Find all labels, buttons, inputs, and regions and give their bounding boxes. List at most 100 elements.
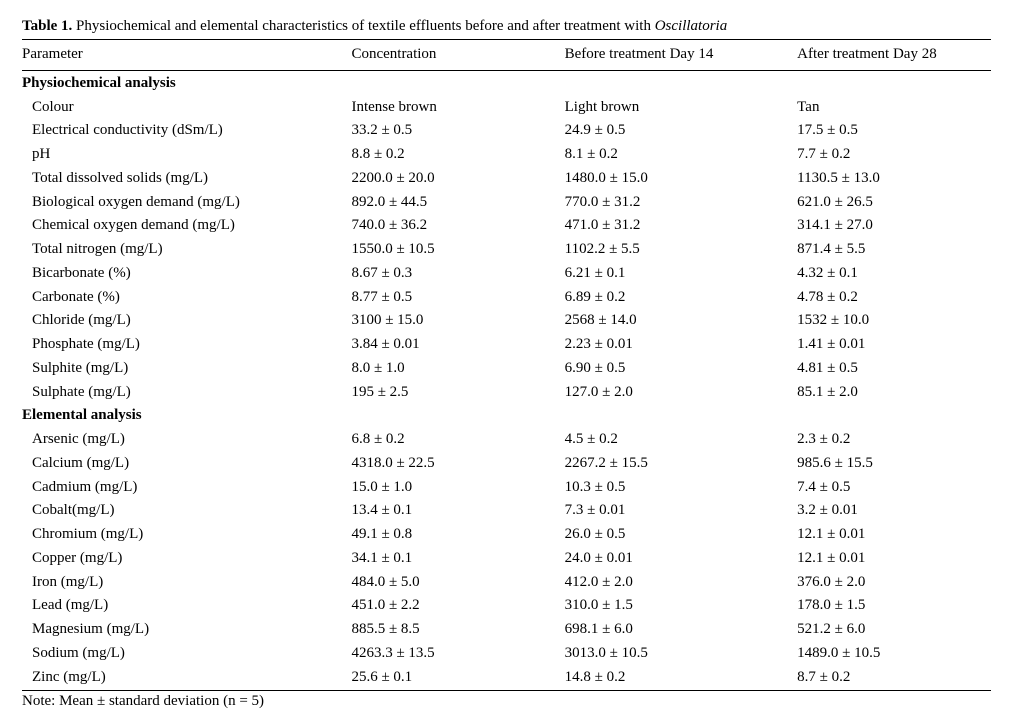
- table-row: Cobalt(mg/L)13.4 ± 0.17.3 ± 0.013.2 ± 0.…: [22, 499, 991, 523]
- concentration-cell: 2200.0 ± 20.0: [351, 167, 564, 191]
- data-table: Parameter Concentration Before treatment…: [22, 39, 991, 691]
- table-row: Chemical oxygen demand (mg/L)740.0 ± 36.…: [22, 214, 991, 238]
- concentration-cell: 15.0 ± 1.0: [351, 476, 564, 500]
- section-title: Physiochemical analysis: [22, 70, 991, 95]
- after-cell: 12.1 ± 0.01: [797, 547, 991, 571]
- concentration-cell: 8.67 ± 0.3: [351, 262, 564, 286]
- table-row: Sulphate (mg/L)195 ± 2.5127.0 ± 2.085.1 …: [22, 381, 991, 405]
- after-cell: 985.6 ± 15.5: [797, 452, 991, 476]
- table-header-row: Parameter Concentration Before treatment…: [22, 40, 991, 71]
- table-row: Lead (mg/L)451.0 ± 2.2310.0 ± 1.5178.0 ±…: [22, 594, 991, 618]
- parameter-cell: Iron (mg/L): [22, 571, 351, 595]
- concentration-cell: 4263.3 ± 13.5: [351, 642, 564, 666]
- table-row: Carbonate (%)8.77 ± 0.56.89 ± 0.24.78 ± …: [22, 286, 991, 310]
- table-row: Zinc (mg/L)25.6 ± 0.114.8 ± 0.28.7 ± 0.2: [22, 666, 991, 691]
- before-cell: 1480.0 ± 15.0: [565, 167, 798, 191]
- section-title: Elemental analysis: [22, 404, 991, 428]
- section-header: Elemental analysis: [22, 404, 991, 428]
- after-cell: 1532 ± 10.0: [797, 309, 991, 333]
- header-after: After treatment Day 28: [797, 40, 991, 71]
- table-row: Chloride (mg/L)3100 ± 15.02568 ± 14.0153…: [22, 309, 991, 333]
- section-header: Physiochemical analysis: [22, 70, 991, 95]
- before-cell: Light brown: [565, 96, 798, 120]
- after-cell: 7.4 ± 0.5: [797, 476, 991, 500]
- parameter-cell: Copper (mg/L): [22, 547, 351, 571]
- after-cell: 4.81 ± 0.5: [797, 357, 991, 381]
- after-cell: 521.2 ± 6.0: [797, 618, 991, 642]
- concentration-cell: 740.0 ± 36.2: [351, 214, 564, 238]
- table-row: Total dissolved solids (mg/L)2200.0 ± 20…: [22, 167, 991, 191]
- table-row: ColourIntense brownLight brownTan: [22, 96, 991, 120]
- table-row: Phosphate (mg/L)3.84 ± 0.012.23 ± 0.011.…: [22, 333, 991, 357]
- before-cell: 2.23 ± 0.01: [565, 333, 798, 357]
- parameter-cell: Sulphate (mg/L): [22, 381, 351, 405]
- before-cell: 6.90 ± 0.5: [565, 357, 798, 381]
- concentration-cell: 25.6 ± 0.1: [351, 666, 564, 691]
- table-row: Sodium (mg/L)4263.3 ± 13.53013.0 ± 10.51…: [22, 642, 991, 666]
- table-row: Iron (mg/L)484.0 ± 5.0412.0 ± 2.0376.0 ±…: [22, 571, 991, 595]
- before-cell: 3013.0 ± 10.5: [565, 642, 798, 666]
- concentration-cell: 885.5 ± 8.5: [351, 618, 564, 642]
- table-row: Total nitrogen (mg/L)1550.0 ± 10.51102.2…: [22, 238, 991, 262]
- parameter-cell: Chloride (mg/L): [22, 309, 351, 333]
- after-cell: 2.3 ± 0.2: [797, 428, 991, 452]
- after-cell: 4.32 ± 0.1: [797, 262, 991, 286]
- parameter-cell: Magnesium (mg/L): [22, 618, 351, 642]
- concentration-cell: 451.0 ± 2.2: [351, 594, 564, 618]
- table-row: Cadmium (mg/L)15.0 ± 1.010.3 ± 0.57.4 ± …: [22, 476, 991, 500]
- parameter-cell: Arsenic (mg/L): [22, 428, 351, 452]
- parameter-cell: pH: [22, 143, 351, 167]
- concentration-cell: 33.2 ± 0.5: [351, 119, 564, 143]
- concentration-cell: 8.77 ± 0.5: [351, 286, 564, 310]
- before-cell: 6.89 ± 0.2: [565, 286, 798, 310]
- table-caption: Table 1. Physiochemical and elemental ch…: [22, 18, 991, 35]
- after-cell: 17.5 ± 0.5: [797, 119, 991, 143]
- after-cell: Tan: [797, 96, 991, 120]
- parameter-cell: Sodium (mg/L): [22, 642, 351, 666]
- parameter-cell: Lead (mg/L): [22, 594, 351, 618]
- before-cell: 127.0 ± 2.0: [565, 381, 798, 405]
- concentration-cell: 49.1 ± 0.8: [351, 523, 564, 547]
- after-cell: 8.7 ± 0.2: [797, 666, 991, 691]
- parameter-cell: Cobalt(mg/L): [22, 499, 351, 523]
- concentration-cell: 8.8 ± 0.2: [351, 143, 564, 167]
- before-cell: 310.0 ± 1.5: [565, 594, 798, 618]
- concentration-cell: 4318.0 ± 22.5: [351, 452, 564, 476]
- table-note: Note: Mean ± standard deviation (n = 5): [22, 693, 991, 710]
- after-cell: 7.7 ± 0.2: [797, 143, 991, 167]
- parameter-cell: Carbonate (%): [22, 286, 351, 310]
- after-cell: 314.1 ± 27.0: [797, 214, 991, 238]
- header-before: Before treatment Day 14: [565, 40, 798, 71]
- before-cell: 698.1 ± 6.0: [565, 618, 798, 642]
- after-cell: 1489.0 ± 10.5: [797, 642, 991, 666]
- concentration-cell: 13.4 ± 0.1: [351, 499, 564, 523]
- parameter-cell: Sulphite (mg/L): [22, 357, 351, 381]
- concentration-cell: Intense brown: [351, 96, 564, 120]
- before-cell: 770.0 ± 31.2: [565, 191, 798, 215]
- parameter-cell: Bicarbonate (%): [22, 262, 351, 286]
- concentration-cell: 3.84 ± 0.01: [351, 333, 564, 357]
- before-cell: 412.0 ± 2.0: [565, 571, 798, 595]
- before-cell: 471.0 ± 31.2: [565, 214, 798, 238]
- parameter-cell: Biological oxygen demand (mg/L): [22, 191, 351, 215]
- caption-prefix: Table 1.: [22, 18, 72, 34]
- after-cell: 1130.5 ± 13.0: [797, 167, 991, 191]
- concentration-cell: 195 ± 2.5: [351, 381, 564, 405]
- before-cell: 8.1 ± 0.2: [565, 143, 798, 167]
- after-cell: 4.78 ± 0.2: [797, 286, 991, 310]
- table-row: Magnesium (mg/L)885.5 ± 8.5698.1 ± 6.052…: [22, 618, 991, 642]
- before-cell: 4.5 ± 0.2: [565, 428, 798, 452]
- before-cell: 14.8 ± 0.2: [565, 666, 798, 691]
- parameter-cell: Chemical oxygen demand (mg/L): [22, 214, 351, 238]
- parameter-cell: Total nitrogen (mg/L): [22, 238, 351, 262]
- concentration-cell: 8.0 ± 1.0: [351, 357, 564, 381]
- parameter-cell: Electrical conductivity (dSm/L): [22, 119, 351, 143]
- table-row: Electrical conductivity (dSm/L)33.2 ± 0.…: [22, 119, 991, 143]
- parameter-cell: Colour: [22, 96, 351, 120]
- after-cell: 85.1 ± 2.0: [797, 381, 991, 405]
- concentration-cell: 3100 ± 15.0: [351, 309, 564, 333]
- after-cell: 12.1 ± 0.01: [797, 523, 991, 547]
- before-cell: 24.9 ± 0.5: [565, 119, 798, 143]
- parameter-cell: Cadmium (mg/L): [22, 476, 351, 500]
- after-cell: 1.41 ± 0.01: [797, 333, 991, 357]
